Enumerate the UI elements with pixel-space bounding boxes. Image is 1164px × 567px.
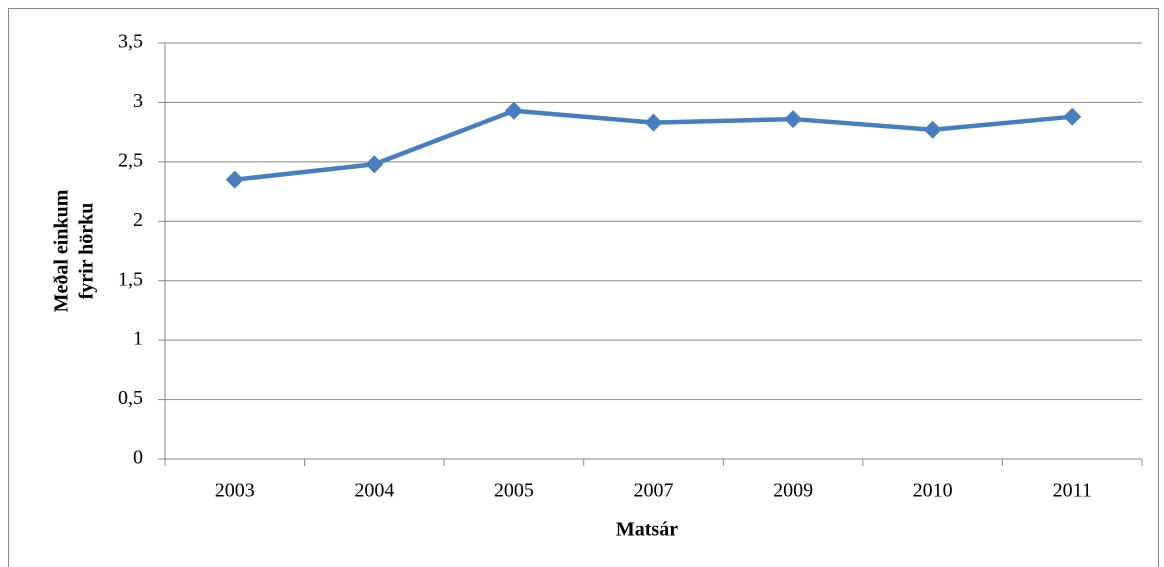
y-tick-label: 0 — [133, 447, 143, 469]
marker — [784, 110, 803, 129]
marker — [365, 155, 384, 174]
y-tick-label: 0,5 — [118, 387, 143, 409]
x-tick-label: 2004 — [354, 480, 394, 502]
x-axis-label: Matsár — [616, 519, 678, 541]
y-tick-label: 1,5 — [118, 268, 143, 290]
x-tick-label: 2011 — [1053, 480, 1092, 502]
x-tick-label: 2007 — [634, 480, 674, 502]
y-tick-label: 2,5 — [118, 149, 143, 171]
marker — [504, 101, 523, 120]
y-tick-label: 2 — [133, 209, 143, 231]
y-axis-label-line: Meðal einkum — [51, 189, 73, 312]
x-tick-label: 2003 — [215, 480, 255, 502]
y-tick-label: 1 — [133, 328, 143, 350]
chart-frame — [8, 8, 1159, 567]
y-tick-label: 3 — [133, 90, 143, 112]
x-tick-label: 2005 — [494, 480, 534, 502]
marker — [644, 113, 663, 132]
marker — [225, 170, 244, 189]
x-tick-label: 2010 — [913, 480, 953, 502]
marker — [923, 120, 942, 139]
y-tick-label: 3,5 — [118, 31, 143, 53]
x-tick-label: 2009 — [773, 480, 813, 502]
marker — [1063, 107, 1082, 126]
y-axis-label: Meðal einkum fyrir hörku — [51, 189, 98, 312]
y-axis-label-line: fyrir hörku — [76, 203, 98, 300]
